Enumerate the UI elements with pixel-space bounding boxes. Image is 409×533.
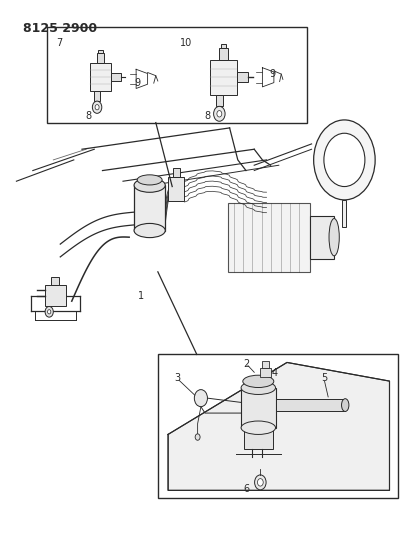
Ellipse shape [240, 421, 275, 434]
Ellipse shape [137, 175, 162, 185]
Bar [94, 92, 100, 101]
Bar [342, 200, 346, 227]
Polygon shape [168, 362, 389, 490]
Circle shape [194, 390, 207, 407]
Text: 10: 10 [180, 38, 192, 47]
Text: 3: 3 [174, 374, 180, 383]
Bar [45, 285, 65, 306]
Circle shape [95, 104, 99, 110]
Bar [47, 27, 307, 123]
Circle shape [47, 310, 51, 314]
Bar [111, 74, 121, 81]
Bar [134, 185, 165, 230]
Bar [220, 44, 226, 49]
Text: 8125 2900: 8125 2900 [22, 22, 97, 35]
Bar [262, 361, 268, 368]
Bar [210, 60, 236, 95]
Bar [218, 49, 227, 60]
Circle shape [313, 120, 374, 200]
Circle shape [254, 475, 265, 490]
Bar [243, 427, 272, 449]
Bar [240, 388, 275, 427]
Ellipse shape [240, 381, 275, 394]
Text: 8: 8 [204, 111, 209, 121]
Circle shape [257, 479, 263, 486]
Bar [275, 399, 344, 411]
Text: 1: 1 [138, 291, 144, 301]
Bar [227, 203, 309, 272]
Circle shape [92, 101, 101, 114]
Text: 8: 8 [85, 111, 91, 121]
Text: 9: 9 [134, 78, 140, 87]
Bar [157, 354, 397, 498]
Circle shape [195, 434, 200, 440]
Bar [215, 95, 222, 107]
Bar [309, 216, 333, 259]
Ellipse shape [242, 375, 273, 387]
Text: 9: 9 [269, 69, 275, 78]
Circle shape [213, 107, 225, 122]
Bar [168, 177, 184, 201]
Circle shape [45, 306, 53, 317]
Ellipse shape [328, 219, 339, 256]
Bar [260, 368, 270, 377]
Bar [51, 277, 59, 285]
Bar [236, 72, 248, 82]
Ellipse shape [341, 399, 348, 411]
Text: 6: 6 [243, 484, 248, 494]
Text: 2: 2 [242, 359, 249, 368]
Circle shape [216, 111, 221, 117]
Circle shape [323, 133, 364, 187]
Ellipse shape [134, 178, 165, 192]
Bar [173, 168, 179, 177]
Text: 5: 5 [320, 374, 326, 383]
Text: 4: 4 [271, 368, 277, 378]
Bar [98, 50, 102, 53]
Ellipse shape [134, 223, 165, 238]
Bar [97, 53, 104, 63]
Bar [89, 63, 111, 92]
Text: 7: 7 [56, 38, 63, 47]
